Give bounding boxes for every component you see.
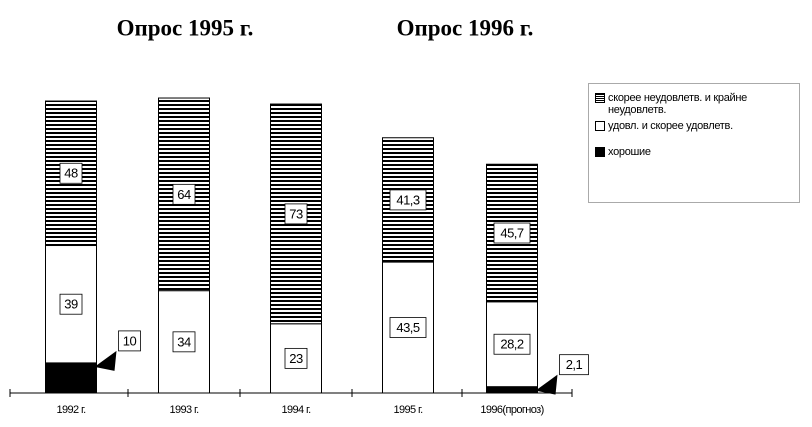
label-box	[284, 203, 308, 225]
legend-swatch	[595, 121, 605, 131]
legend-item: скорее неудовлетв. и крайне неудовлетв.	[595, 92, 793, 116]
legend-item: хорошие	[595, 146, 793, 158]
value-label: 73	[289, 206, 303, 221]
x-tick-label: 1994 г.	[281, 404, 311, 416]
value-label: 34	[177, 334, 191, 349]
value-label: 64	[177, 187, 191, 202]
legend-swatch	[595, 93, 605, 103]
legend-label: хорошие	[608, 146, 651, 158]
label-box	[284, 347, 308, 369]
bar-segment	[486, 386, 538, 394]
value-label: 48	[64, 166, 78, 181]
value-label: 2,1	[566, 357, 583, 372]
legend-label: удовл. и скорее удовлетв.	[608, 120, 733, 132]
bar-segment	[45, 362, 97, 394]
x-tick-label: 1995 г.	[393, 404, 423, 416]
value-label: 43,5	[396, 320, 420, 335]
x-tick-label: 1996(прогноз)	[480, 404, 543, 416]
legend: скорее неудовлетв. и крайне неудовлетв. у…	[588, 83, 800, 203]
x-tick-label: 1993 г.	[169, 404, 199, 416]
value-label: 45,7	[500, 225, 524, 240]
label-box	[389, 317, 427, 338]
value-label: 28,2	[500, 337, 524, 352]
header: Опрос 1995 г.	[117, 15, 254, 40]
value-label: 39	[64, 297, 78, 312]
value-label: 10	[123, 333, 137, 348]
label-box	[59, 293, 83, 315]
value-label: 23	[289, 351, 303, 366]
label-box	[389, 189, 427, 211]
legend-label: скорее неудовлетв. и крайне неудовлетв.	[608, 92, 747, 116]
label-box	[172, 331, 196, 353]
pointer	[535, 374, 558, 395]
value-label: 41,3	[396, 192, 420, 207]
pointer	[94, 350, 117, 371]
legend-item: удовл. и скорее удовлетв.	[595, 120, 793, 132]
label-box	[493, 333, 531, 355]
legend-swatch	[595, 147, 605, 157]
label-box	[59, 162, 83, 184]
label-box	[559, 354, 589, 376]
x-tick-label: 1992 г.	[56, 404, 86, 416]
label-box	[493, 222, 531, 244]
label-box	[172, 183, 196, 205]
header: Опрос 1996 г.	[397, 15, 534, 40]
label-box	[118, 330, 141, 352]
